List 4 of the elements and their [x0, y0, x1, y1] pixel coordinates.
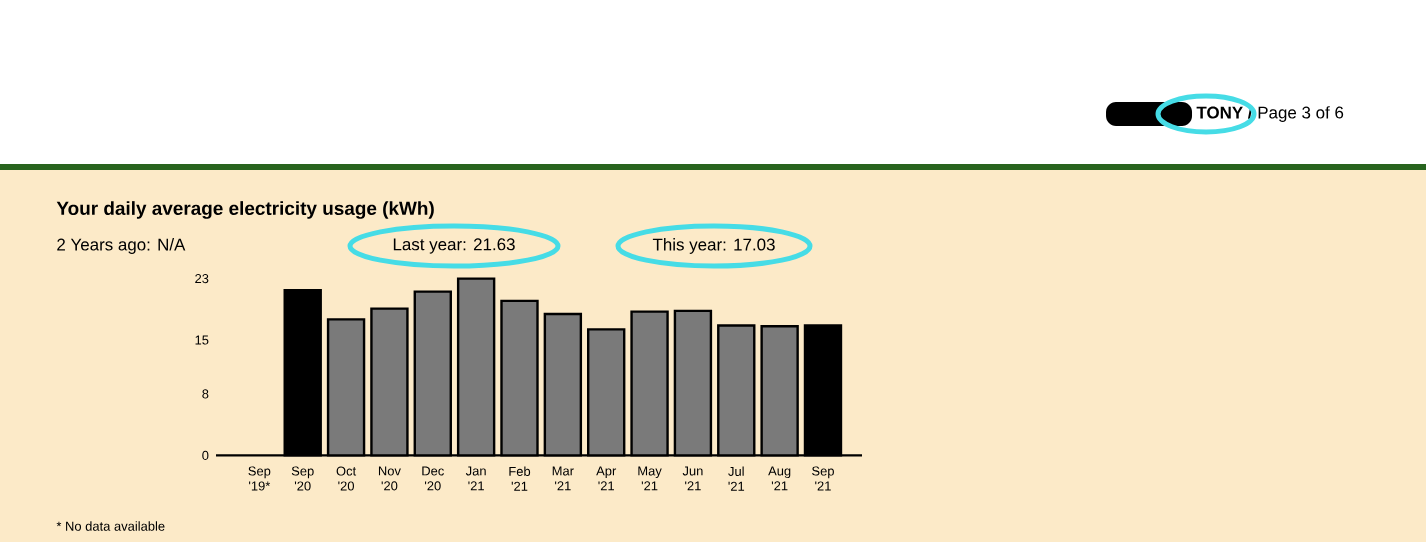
text: Last year: 21.63	[393, 238, 515, 254]
text: This year: 17.03	[652, 238, 775, 254]
chart-title: Your daily average electricity usage (kWh)	[56, 201, 434, 219]
chart-subtitle: 2 Years ago: N/A	[57, 238, 186, 254]
